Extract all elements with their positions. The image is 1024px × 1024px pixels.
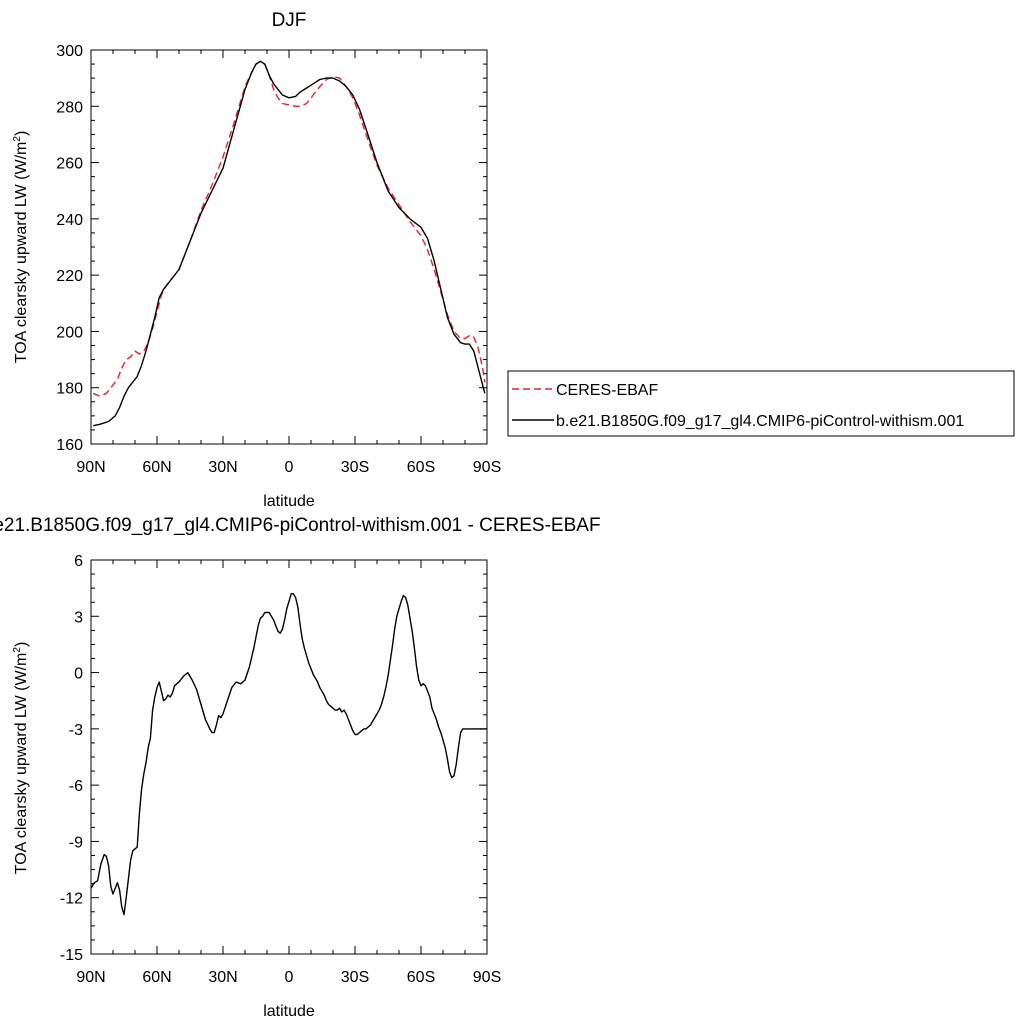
chart-title: b.e21.B1850G.f09_g17_gl4.CMIP6-piControl… [0,515,601,536]
y-tick-label: -15 [60,947,83,964]
legend-label-ceres: CERES-EBAF [556,382,658,399]
y-axis-label: TOA clearsky upward LW (W/m2) [12,642,30,875]
panel-top: DJF latitude TOA clearsky upward LW (W/m… [12,10,501,510]
x-tick-label: 90S [473,459,501,476]
legend-label-model: b.e21.B1850G.f09_g17_gl4.CMIP6-piControl… [556,413,964,430]
x-tick-label: 90N [76,459,105,476]
panel-bottom: b.e21.B1850G.f09_g17_gl4.CMIP6-piControl… [0,515,601,1020]
legend: CERES-EBAF b.e21.B1850G.f09_g17_gl4.CMIP… [507,370,1015,437]
y-tick-label: 6 [74,553,83,570]
y-tick-label: 300 [56,43,83,60]
y-tick-label: 3 [74,609,83,626]
y-tick-label: -3 [69,722,83,739]
x-tick-label: 30S [341,459,369,476]
legend-box [507,370,1015,437]
x-tick-label: 30N [208,969,237,986]
y-tick-label: 220 [56,268,83,285]
series-line-difference [90,593,487,916]
x-tick-label: 60S [407,459,435,476]
x-tick-label: 30S [341,969,369,986]
y-tick-label: 260 [56,156,83,173]
y-tick-label: 280 [56,99,83,116]
y-tick-label: -6 [69,778,83,795]
y-tick-label: 200 [56,324,83,341]
x-tick-label: 0 [285,969,294,986]
x-tick-label: 30N [208,459,237,476]
x-tick-label: 60S [407,969,435,986]
x-tick-label: 90N [76,969,105,986]
x-tick-label: 0 [285,459,294,476]
x-tick-label: 60N [142,459,171,476]
x-axis-label: latitude [263,493,315,510]
y-tick-label: 240 [56,212,83,229]
x-tick-label: 60N [142,969,171,986]
y-axis-label: TOA clearsky upward LW (W/m2) [12,131,30,364]
plot-frame [90,559,488,955]
chart-title: DJF [272,10,307,31]
plot-frame [90,49,488,445]
series-line-model [93,60,486,427]
y-tick-label: -9 [69,834,83,851]
y-tick-label: -12 [60,891,83,908]
series-line-ceres-ebaf [92,60,486,397]
x-tick-label: 90S [473,969,501,986]
y-tick-label: 180 [56,381,83,398]
x-axis-label: latitude [263,1003,315,1020]
y-tick-label: 0 [74,666,83,683]
y-tick-label: 160 [56,437,83,454]
